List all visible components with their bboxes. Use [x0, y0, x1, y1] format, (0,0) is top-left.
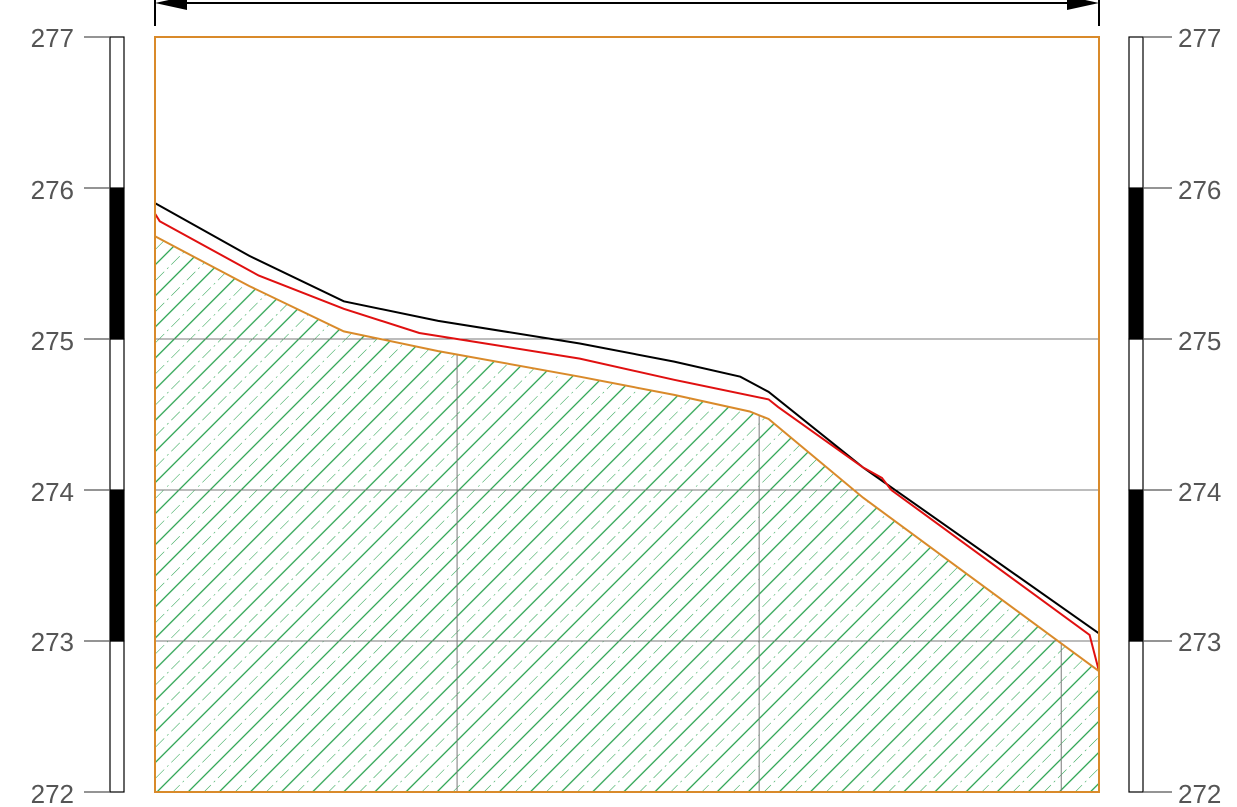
right-scale-segment-274 — [1128, 338, 1144, 491]
right-label-274: 274 — [1178, 477, 1221, 507]
width-dimension-line — [154, 0, 1100, 26]
left-scale-labels: 277 276 275 274 273 272 — [31, 23, 74, 807]
right-label-275: 275 — [1178, 326, 1221, 356]
right-scale-segment-273 — [1128, 489, 1144, 642]
left-scale-segment-272 — [109, 640, 125, 793]
right-label-272: 272 — [1178, 779, 1221, 807]
left-label-273: 273 — [31, 627, 74, 657]
right-scale-labels: 277 276 275 274 273 272 — [1178, 23, 1221, 807]
grid-lines — [155, 338, 1099, 792]
right-label-276: 276 — [1178, 175, 1221, 205]
right-label-273: 273 — [1178, 627, 1221, 657]
right-label-277: 277 — [1178, 23, 1221, 53]
left-label-272: 272 — [31, 779, 74, 807]
design-level-line — [154, 213, 1100, 672]
right-elevation-scale — [1128, 36, 1172, 793]
left-scale-segment-273 — [109, 489, 125, 642]
left-scale-segment-274 — [109, 338, 125, 491]
dimension-arrow-right-icon — [1067, 0, 1099, 10]
left-elevation-scale — [84, 36, 125, 793]
dimension-arrow-left-icon — [155, 0, 187, 10]
ground-surface-line — [154, 202, 1100, 635]
left-label-276: 276 — [31, 175, 74, 205]
section-frame — [154, 36, 1100, 793]
right-scale-segment-276 — [1128, 36, 1144, 189]
left-scale-segment-276 — [109, 36, 125, 189]
stratum-boundary-line — [154, 235, 1100, 673]
left-label-277: 277 — [31, 23, 74, 53]
hatched-soil-layer — [155, 236, 1099, 793]
left-label-274: 274 — [31, 477, 74, 507]
right-scale-segment-272 — [1128, 640, 1144, 793]
right-scale-segment-275 — [1128, 187, 1144, 340]
left-label-275: 275 — [31, 326, 74, 356]
left-scale-segment-275 — [109, 187, 125, 340]
